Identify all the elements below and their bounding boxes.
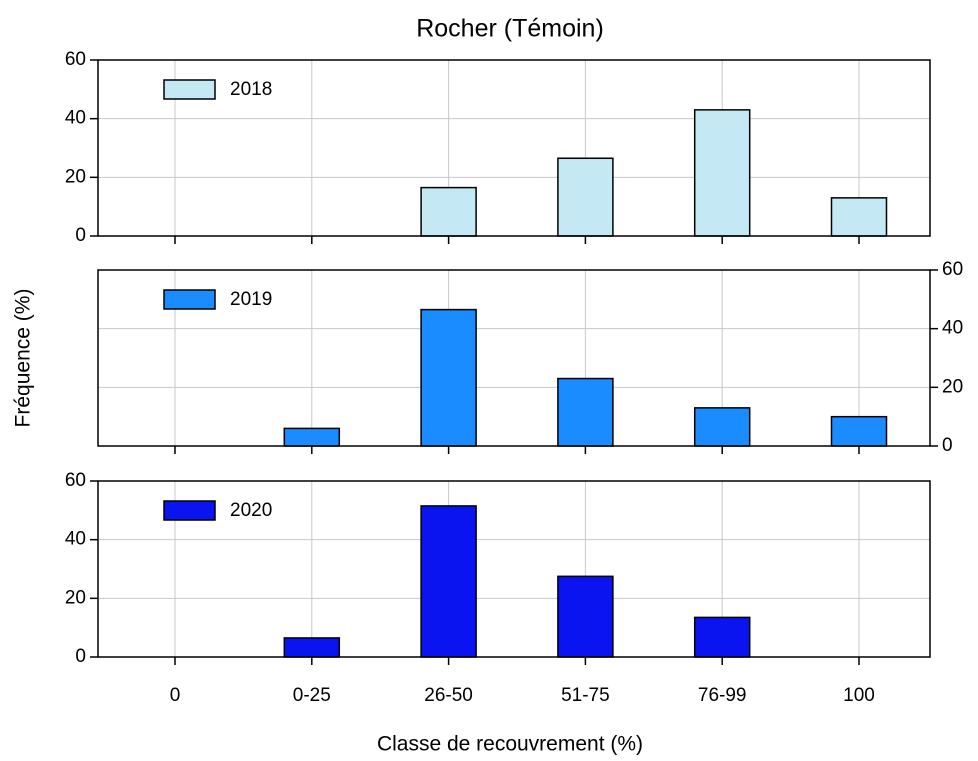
plot-frame	[97, 480, 931, 658]
y-axis-label: Fréquence (%)	[12, 289, 35, 428]
bar	[557, 157, 614, 237]
y-tick-label: 60	[65, 470, 86, 491]
bar	[283, 427, 341, 447]
y-tick-label: 40	[65, 529, 86, 550]
x-tick-label: 0	[170, 685, 181, 706]
plot-frame	[97, 59, 931, 237]
y-tick-label: 40	[65, 108, 86, 129]
y-tick-label: 20	[65, 587, 86, 608]
x-axis-label: Classe de recouvrement (%)	[377, 733, 643, 756]
y-tick-label: 40	[942, 318, 963, 339]
x-tick-label: 100	[843, 685, 875, 706]
legend-label: 2018	[230, 79, 272, 100]
legend-label: 2019	[230, 289, 272, 310]
bar	[557, 377, 614, 447]
x-tick-label: 26-50	[424, 685, 473, 706]
bar	[830, 197, 888, 237]
bar	[557, 575, 614, 658]
legend-swatch	[163, 79, 216, 100]
legend-label: 2020	[230, 500, 272, 521]
bar	[420, 186, 477, 237]
x-tick-label: 0-25	[293, 685, 331, 706]
y-tick-label: 0	[75, 225, 86, 246]
y-tick-label: 0	[75, 646, 86, 667]
bar	[283, 637, 341, 658]
plot-frame	[97, 269, 931, 447]
bar	[693, 616, 751, 658]
bar	[693, 407, 751, 447]
bar	[830, 415, 888, 447]
bar	[420, 505, 477, 658]
x-tick-label: 76-99	[698, 685, 747, 706]
chart-title: Rocher (Témoin)	[416, 15, 604, 43]
y-tick-label: 20	[65, 166, 86, 187]
y-tick-label: 60	[942, 259, 963, 280]
y-tick-label: 20	[942, 376, 963, 397]
y-tick-label: 0	[942, 435, 953, 456]
x-tick-label: 51-75	[561, 685, 610, 706]
y-tick-label: 60	[65, 49, 86, 70]
bar	[420, 308, 477, 447]
bar	[693, 109, 751, 237]
legend-swatch	[163, 500, 216, 521]
legend-swatch	[163, 289, 216, 310]
